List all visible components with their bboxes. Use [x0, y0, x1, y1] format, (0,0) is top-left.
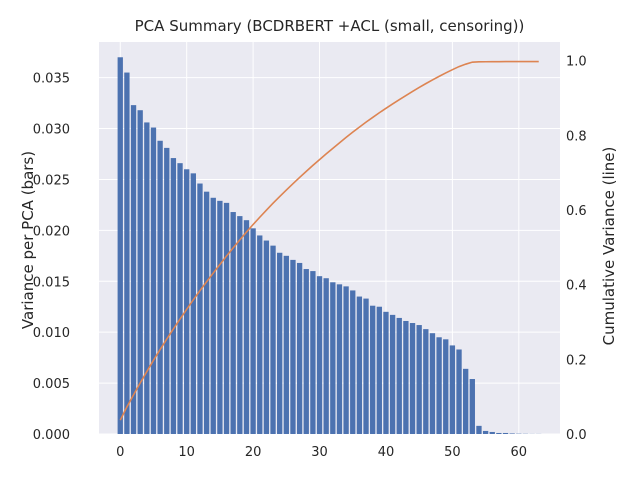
- bar: [117, 57, 123, 434]
- bar: [137, 110, 143, 434]
- bar: [423, 329, 429, 434]
- y-tick-label: 0.030: [33, 123, 70, 138]
- y-tick-label: 0.005: [33, 377, 70, 392]
- bar: [124, 72, 130, 434]
- bar: [217, 200, 223, 434]
- bar: [370, 305, 376, 434]
- bar: [356, 296, 363, 434]
- y2-axis-ticks: 0.0 0.2 0.4 0.6 0.8 1.0: [566, 55, 587, 443]
- y-tick-label: 0.025: [33, 173, 70, 188]
- bar: [130, 105, 137, 435]
- bar: [237, 216, 243, 434]
- x-axis-ticks: 0 10 20 30 40 50 60: [116, 445, 527, 460]
- bar: [250, 228, 256, 434]
- bar: [203, 191, 210, 434]
- bar: [409, 323, 416, 434]
- x-tick-label: 30: [311, 445, 328, 460]
- bar: [310, 271, 316, 434]
- x-tick-label: 0: [116, 445, 124, 460]
- y-tick-label: 0.000: [33, 428, 70, 443]
- bar: [150, 127, 157, 434]
- bar: [290, 259, 296, 434]
- bar: [230, 212, 236, 434]
- bar: [177, 163, 183, 434]
- y-tick-label: 0.020: [33, 224, 70, 239]
- bar: [383, 311, 389, 434]
- bar: [243, 220, 250, 434]
- bar: [277, 252, 283, 434]
- chart-title: PCA Summary (BCDRBERT +ACL (small, censo…: [135, 17, 525, 35]
- bar: [403, 320, 409, 434]
- y-axis-ticks: 0.000 0.005 0.010 0.015 0.020 0.025 0.030 0.035: [33, 72, 70, 443]
- cumulative-variance-line: [119, 60, 539, 421]
- x-tick-label: 20: [245, 445, 262, 460]
- bar: [283, 255, 289, 434]
- bar: [476, 425, 482, 434]
- bar: [376, 306, 382, 434]
- bar: [164, 147, 170, 434]
- bar: [190, 173, 196, 434]
- y2-tick-label: 0.2: [566, 353, 587, 368]
- bar: [416, 325, 422, 434]
- bar: [489, 431, 495, 434]
- bars-series: [117, 57, 542, 435]
- bar: [296, 262, 303, 434]
- bar: [496, 432, 502, 434]
- bar: [363, 298, 369, 434]
- bar: [436, 337, 442, 434]
- bar: [463, 368, 469, 434]
- bar: [482, 430, 489, 434]
- bar: [197, 183, 203, 434]
- bar: [389, 314, 396, 434]
- bar: [456, 349, 462, 434]
- bar: [336, 284, 343, 434]
- x-tick-label: 10: [178, 445, 195, 460]
- bar: [157, 140, 163, 434]
- y-tick-label: 0.015: [33, 275, 70, 290]
- y2-tick-label: 0.0: [566, 428, 587, 443]
- bar: [303, 269, 309, 434]
- x-tick-label: 40: [378, 445, 395, 460]
- y-tick-label: 0.010: [33, 326, 70, 341]
- bar: [396, 317, 402, 434]
- y2-tick-label: 0.4: [566, 279, 587, 294]
- y2-tick-label: 0.6: [566, 204, 587, 219]
- bar: [210, 197, 216, 434]
- x-tick-label: 50: [444, 445, 461, 460]
- bar: [509, 433, 515, 434]
- y2-tick-label: 1.0: [566, 55, 587, 70]
- bar: [270, 245, 276, 434]
- bar: [443, 339, 449, 434]
- bar: [469, 379, 475, 434]
- bar: [170, 158, 177, 434]
- bar: [323, 278, 329, 434]
- y2-tick-label: 0.8: [566, 129, 587, 144]
- bar: [449, 345, 456, 434]
- y2-axis-label: Cumulative Variance (line): [600, 147, 618, 346]
- bar: [223, 202, 230, 434]
- bar: [350, 290, 356, 434]
- bar: [502, 432, 509, 434]
- x-tick-label: 60: [511, 445, 528, 460]
- bar: [316, 276, 323, 434]
- bar: [343, 286, 349, 434]
- bar: [263, 240, 270, 434]
- bar: [184, 169, 190, 435]
- y-axis-label: Variance per PCA (bars): [19, 151, 37, 329]
- y-tick-label: 0.035: [33, 72, 70, 87]
- bar: [257, 235, 263, 434]
- bar: [429, 333, 436, 434]
- bar: [330, 282, 336, 434]
- bar: [144, 122, 150, 434]
